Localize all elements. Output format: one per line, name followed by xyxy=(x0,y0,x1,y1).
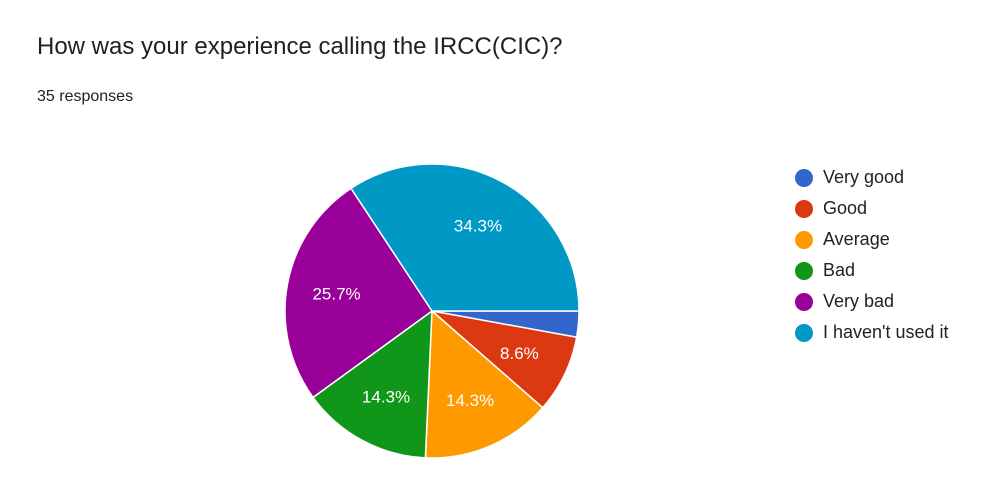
slice-label-good: 8.6% xyxy=(500,344,539,363)
legend-swatch-icon xyxy=(795,323,813,342)
chart-title: How was your experience calling the IRCC… xyxy=(37,33,563,60)
legend-item-bad: Bad xyxy=(795,255,949,286)
legend-item-average: Average xyxy=(795,224,949,255)
legend-label: Very bad xyxy=(823,291,895,311)
pie-slice-average xyxy=(424,309,544,459)
chart-legend: Very good Good Average Bad Very bad I haven't… xyxy=(795,162,949,348)
legend-swatch-icon xyxy=(795,292,813,311)
legend-label: Average xyxy=(823,229,890,249)
response-count: 35 responses xyxy=(37,88,134,105)
legend-item-i-haven-t-used-it: I haven't used it xyxy=(795,317,949,348)
legend-swatch-icon xyxy=(795,261,813,280)
legend-swatch-icon xyxy=(795,199,813,218)
legend-swatch-icon xyxy=(795,168,813,187)
slice-label-bad: 14.3% xyxy=(362,387,410,406)
legend-item-very-bad: Very bad xyxy=(795,286,949,317)
slice-label-i-haven-t-used-it: 34.3% xyxy=(454,217,502,236)
legend-item-very-good: Very good xyxy=(795,162,949,193)
pie-slice-bad xyxy=(312,309,433,459)
legend-label: Very good xyxy=(823,167,905,187)
legend-label: Good xyxy=(823,198,868,218)
legend-label: I haven't used it xyxy=(823,322,949,342)
pie-slice-i-haven-t-used-it xyxy=(349,163,580,312)
slice-label-average: 14.3% xyxy=(446,391,494,410)
legend-item-good: Good xyxy=(795,193,949,224)
legend-label: Bad xyxy=(823,260,856,280)
slice-label-very-bad: 25.7% xyxy=(312,285,360,304)
pie-slice-very-bad xyxy=(284,187,434,399)
legend-swatch-icon xyxy=(795,230,813,249)
